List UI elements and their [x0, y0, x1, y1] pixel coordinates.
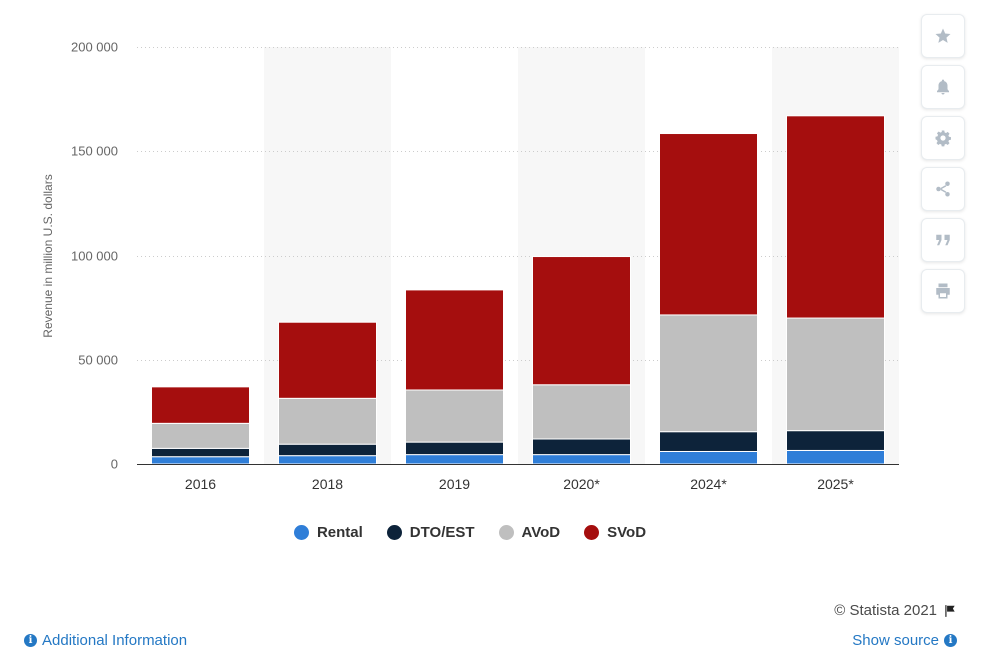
quote-icon [936, 234, 950, 246]
legend-marker-svod [584, 525, 600, 540]
y-axis-ticks: 0 50 000 100 000 150 000 200 000 [71, 40, 118, 472]
bars [151, 115, 885, 465]
y-axis-label: Revenue in million U.S. dollars [41, 174, 55, 337]
y-tick-label: 0 [111, 457, 118, 472]
x-tick-label: 2025* [817, 476, 854, 492]
y-tick-label: 200 000 [71, 40, 118, 55]
copyright: © Statista 2021 [834, 602, 957, 619]
bar-segment-dto-est[interactable] [659, 431, 758, 452]
legend-label-svod: SVoD [607, 524, 647, 541]
y-tick-label: 50 000 [78, 353, 118, 368]
bar-segment-svod[interactable] [405, 289, 504, 391]
bar-segment-avod[interactable] [278, 397, 377, 445]
x-tick-label: 2019 [439, 476, 470, 492]
copyright-text: © Statista 2021 [834, 602, 937, 619]
bar-segment-dto-est[interactable] [151, 447, 250, 458]
y-tick-label: 150 000 [71, 144, 118, 159]
bar-segment-svod[interactable] [532, 256, 631, 386]
share-icon [936, 181, 950, 197]
x-tick-label: 2016 [185, 476, 216, 492]
bar-segment-rental[interactable] [278, 455, 377, 465]
bar-segment-dto-est[interactable] [786, 430, 885, 451]
legend-marker-dto-est [386, 525, 402, 540]
bar-segment-rental[interactable] [151, 456, 250, 465]
x-tick-label: 2020* [563, 476, 600, 492]
print-icon [936, 283, 950, 299]
x-tick-label: 2024* [690, 476, 727, 492]
legend-marker-avod [498, 525, 514, 540]
bar-segment-svod[interactable] [151, 386, 250, 424]
bar-segment-rental[interactable] [532, 454, 631, 465]
info-icon: i [944, 634, 957, 647]
bar-segment-dto-est[interactable] [405, 441, 504, 456]
gear-icon [935, 130, 951, 147]
x-tick-label: 2018 [312, 476, 343, 492]
show-source-label: Show source [852, 632, 939, 649]
legend-label-rental: Rental [316, 524, 363, 541]
bar-segment-svod[interactable] [659, 133, 758, 316]
additional-information-label: Additional Information [42, 632, 188, 649]
star-icon [935, 28, 951, 43]
legend-marker-rental [293, 525, 309, 540]
bar-segment-avod[interactable] [532, 384, 631, 440]
legend-item-dto-est[interactable]: DTO/EST [386, 524, 475, 541]
legend-label-dto-est: DTO/EST [409, 524, 475, 541]
cite-button[interactable] [921, 218, 965, 262]
bar-segment-dto-est[interactable] [532, 438, 631, 456]
legend-item-avod[interactable]: AVoD [498, 524, 561, 541]
print-button[interactable] [921, 269, 965, 313]
bar-segment-rental[interactable] [786, 449, 885, 465]
bar-segment-svod[interactable] [278, 321, 377, 399]
share-button[interactable] [921, 167, 965, 211]
legend-label-avod: AVoD [521, 524, 561, 541]
chart-toolbar [921, 14, 965, 313]
favorite-button[interactable] [921, 14, 965, 58]
bar-segment-avod[interactable] [659, 314, 758, 433]
show-source-link[interactable]: Show source i [852, 632, 957, 649]
flag-icon [945, 604, 955, 617]
bar-segment-svod[interactable] [786, 115, 885, 319]
bar-segment-avod[interactable] [786, 317, 885, 432]
bell-icon [937, 79, 949, 95]
y-tick-label: 100 000 [71, 249, 118, 264]
legend-item-svod[interactable]: SVoD [584, 524, 646, 541]
additional-information-link[interactable]: i Additional Information [24, 632, 187, 649]
info-icon: i [24, 634, 37, 647]
settings-button[interactable] [921, 116, 965, 160]
bar-segment-dto-est[interactable] [278, 443, 377, 457]
notification-button[interactable] [921, 65, 965, 109]
x-axis-ticks: 2016 2018 2019 2020* 2024* 2025* [185, 476, 854, 492]
legend-item-rental[interactable]: Rental [293, 524, 363, 541]
bar-segment-avod[interactable] [151, 422, 250, 449]
bar-segment-rental[interactable] [659, 450, 758, 465]
gridlines [137, 47, 899, 361]
bar-segment-rental[interactable] [405, 454, 504, 465]
bar-segment-avod[interactable] [405, 389, 504, 443]
legend: Rental DTO/EST AVoD SVoD [0, 524, 940, 541]
